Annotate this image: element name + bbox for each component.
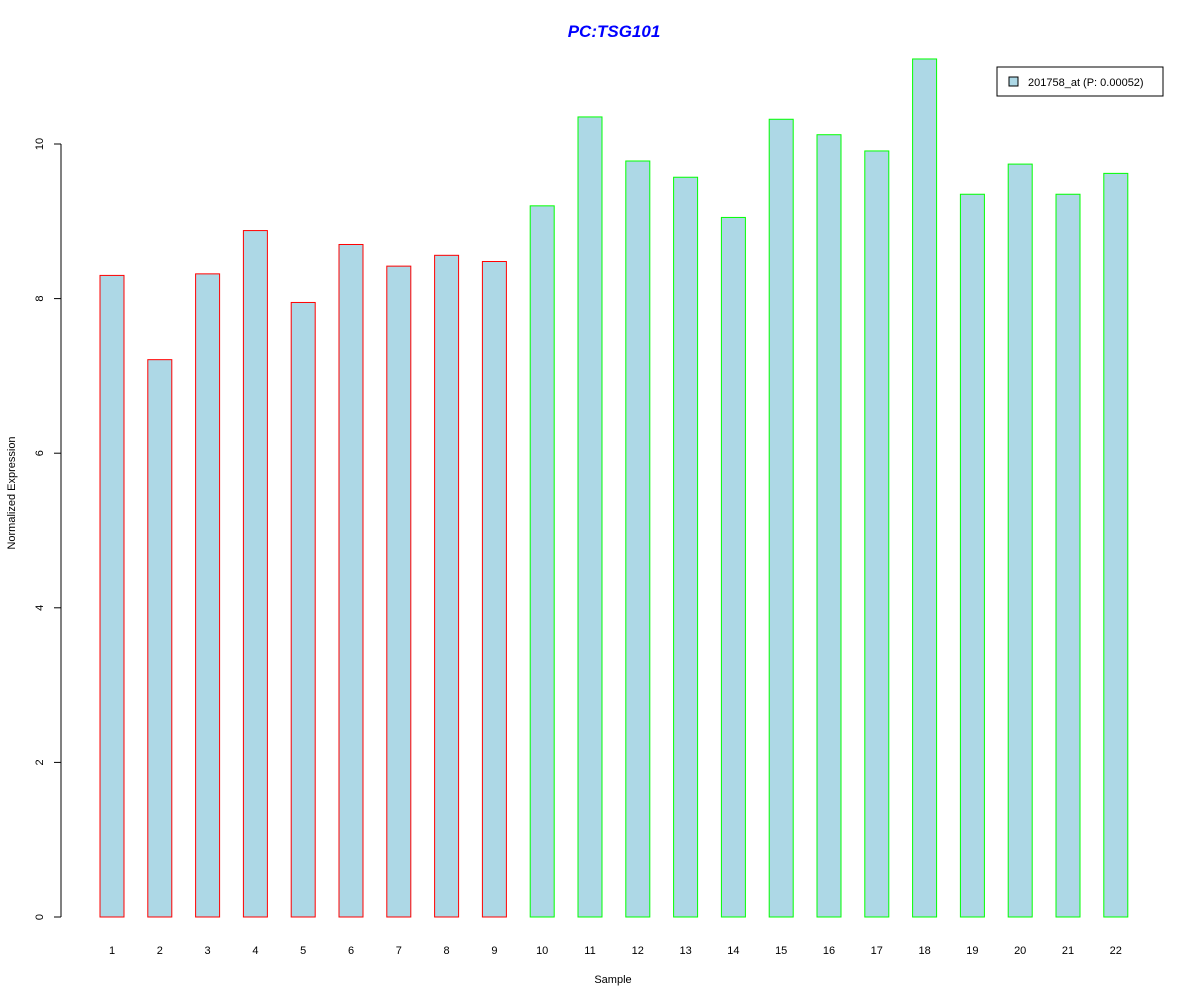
x-tick-label: 11 [584,945,595,957]
bar-sample-13 [673,176,699,918]
y-tick-label: 4 [34,605,46,611]
y-tick-label: 10 [34,138,46,150]
bar-sample-2 [147,359,173,918]
y-tick-label: 6 [34,450,46,456]
y-axis: 0 2 4 6 8 10 [34,138,62,920]
legend: 201758_at (P: 0.00052) [996,66,1164,97]
x-tick-label: 1 [109,945,115,957]
x-tick-label: 15 [775,945,787,957]
x-tick-label: 8 [444,945,450,957]
x-tick-label: 18 [918,945,930,957]
x-tick-label: 5 [300,945,306,957]
x-tick-label: 22 [1110,945,1122,957]
bar-sample-4 [242,230,268,918]
x-tick-label: 12 [632,945,644,957]
bar-sample-11 [577,116,603,918]
x-tick-label: 7 [396,945,402,957]
bar-sample-10 [529,205,555,918]
x-tick-label: 6 [348,945,354,957]
x-tick-label: 13 [679,945,691,957]
legend-swatch [1008,76,1019,87]
x-tick-label: 2 [157,945,163,957]
bar-sample-6 [338,243,364,918]
bar-sample-9 [481,260,507,918]
legend-label: 201758_at (P: 0.00052) [1028,77,1144,89]
bar-sample-15 [768,118,794,918]
x-tick-label: 20 [1014,945,1026,957]
x-tick-label: 4 [252,945,258,957]
x-tick-label: 10 [536,945,548,957]
bar-sample-14 [720,216,746,918]
x-axis-label: Sample [594,974,631,986]
x-tick-label: 3 [205,945,211,957]
bar-sample-20 [1007,163,1033,918]
x-tick-label: 17 [871,945,883,957]
bars-group [99,58,1129,918]
legend-box [996,66,1164,97]
bar-sample-21 [1055,193,1081,918]
x-tick-label: 14 [727,945,739,957]
y-tick-label: 0 [34,914,46,920]
y-tick-label: 8 [34,296,46,302]
x-tick-label: 9 [491,945,497,957]
bar-sample-12 [625,160,651,918]
bar-sample-7 [386,265,412,918]
bar-sample-17 [864,150,890,918]
x-tick-label: 16 [823,945,835,957]
bar-sample-5 [290,301,316,918]
x-tick-label: 19 [966,945,978,957]
bar-sample-16 [816,134,842,918]
chart-title: PC:TSG101 [568,22,661,41]
bar-sample-18 [912,58,938,918]
x-tick-labels: 1 2 3 4 5 6 7 8 9 10 11 12 13 14 15 16 17 18 19 20 21 22 [109,945,1122,957]
bar-sample-22 [1103,172,1129,918]
bar-sample-1 [99,274,125,918]
bar-sample-8 [434,254,460,918]
bar-sample-19 [959,193,985,918]
bar-sample-3 [195,273,221,918]
x-tick-label: 21 [1062,945,1074,957]
y-axis-label: Normalized Expression [6,436,18,549]
y-tick-label: 2 [34,759,46,765]
